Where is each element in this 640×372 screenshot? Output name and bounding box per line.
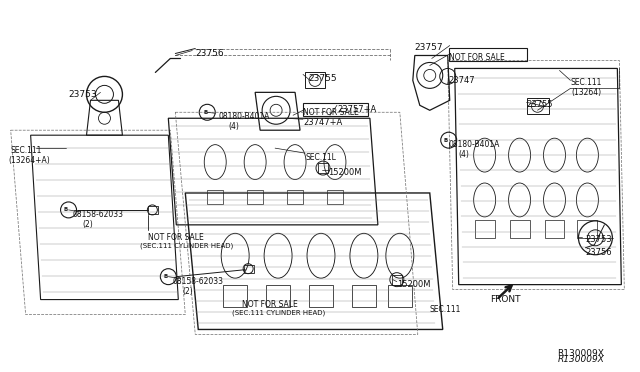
Text: B: B [63,208,68,212]
Text: 08158-62033: 08158-62033 [72,210,124,219]
Text: 15200M: 15200M [397,280,430,289]
Text: 23755: 23755 [527,100,553,109]
Text: 23757+A: 23757+A [337,105,376,114]
Bar [247,190,263,204]
Text: NOT FOR SALE: NOT FOR SALE [449,52,504,61]
Bar [545,220,564,238]
Text: 23755: 23755 [308,74,337,83]
Text: 08158-62033: 08158-62033 [172,277,223,286]
Text: B: B [163,274,168,279]
Bar [327,190,343,204]
Bar [475,220,495,238]
Text: NOT FOR SALE: NOT FOR SALE [303,108,359,117]
Bar [244,265,254,273]
Text: (4): (4) [228,122,239,131]
Bar [527,98,548,114]
Text: (2): (2) [83,220,93,229]
Bar [449,48,527,61]
Bar [305,73,325,89]
Bar [388,285,412,307]
Text: 15200M: 15200M [328,168,362,177]
Text: (4): (4) [459,150,470,159]
Text: FRONT: FRONT [490,295,520,304]
Text: R130009X: R130009X [557,355,604,364]
Text: 23757: 23757 [415,42,444,52]
Text: 23747+A: 23747+A [303,118,342,127]
Bar [577,220,597,238]
Text: NOT FOR SALE: NOT FOR SALE [148,233,204,242]
Text: SEC.111: SEC.111 [11,146,42,155]
Bar [266,285,290,307]
Text: SEC.111: SEC.111 [570,78,602,87]
Bar [148,206,158,214]
Text: 23753: 23753 [68,90,97,99]
Text: (SEC.111 CYLINDER HEAD): (SEC.111 CYLINDER HEAD) [140,243,234,249]
Bar [223,285,247,307]
Text: NOT FOR SALE: NOT FOR SALE [242,299,298,309]
Bar [352,285,376,307]
Bar [207,190,223,204]
Bar [309,285,333,307]
Text: B: B [203,110,207,115]
Text: 08180-B401A: 08180-B401A [449,140,500,149]
Text: R130009X: R130009X [557,349,604,358]
Text: SEC.111: SEC.111 [430,305,461,314]
Bar [509,220,529,238]
Text: 23756: 23756 [586,248,612,257]
Text: 23756: 23756 [195,48,224,58]
Text: 08180-B401A: 08180-B401A [218,112,269,121]
Text: (13264+A): (13264+A) [9,156,51,165]
Text: (2): (2) [182,286,193,296]
Bar [303,103,368,116]
Text: (13264): (13264) [572,89,602,97]
Bar [392,275,402,285]
Text: SEC.11L: SEC.11L [305,153,336,162]
Text: 23753: 23753 [586,235,612,244]
Text: 23747: 23747 [449,76,476,86]
Text: (SEC.111 CYLINDER HEAD): (SEC.111 CYLINDER HEAD) [232,310,326,316]
Bar [287,190,303,204]
Bar [318,163,328,173]
Text: B: B [444,138,448,143]
